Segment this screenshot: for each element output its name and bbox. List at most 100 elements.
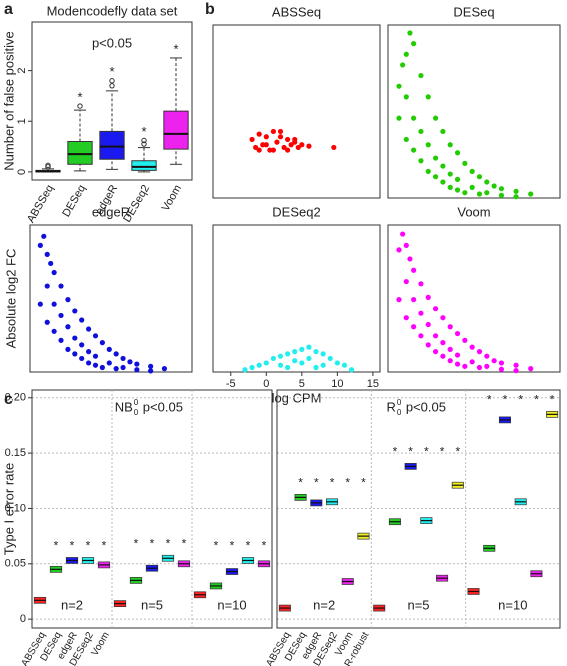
point	[498, 366, 505, 372]
point	[48, 260, 54, 267]
point	[440, 353, 446, 359]
point	[469, 168, 475, 174]
point	[425, 94, 431, 100]
significance-marker: *	[109, 64, 114, 79]
x-tick-label: 0	[263, 378, 269, 390]
point	[440, 179, 446, 185]
point	[476, 174, 483, 180]
point	[270, 355, 277, 362]
point	[411, 147, 417, 153]
point	[469, 359, 475, 365]
point	[462, 160, 468, 166]
group-label: n=5	[141, 597, 163, 612]
chart-title-sup: 0	[397, 398, 402, 407]
significance-marker: *	[54, 539, 59, 553]
y-tick-label: 2	[16, 68, 28, 74]
point	[396, 83, 402, 89]
point	[263, 360, 269, 366]
point	[425, 321, 431, 328]
point	[462, 363, 468, 369]
point	[99, 340, 105, 346]
x-tick-label: 10	[331, 378, 343, 390]
point	[498, 192, 505, 198]
point	[277, 128, 284, 135]
point	[341, 362, 348, 368]
point	[44, 319, 50, 325]
y-tick-label: 0.05	[5, 558, 26, 570]
significance-marker: *	[455, 445, 460, 459]
point	[528, 191, 534, 197]
chart-title: DESeq	[453, 4, 494, 19]
chart-title: Modencodefly data set	[47, 3, 178, 18]
point	[127, 359, 133, 365]
point	[85, 360, 92, 366]
outlier	[141, 137, 147, 144]
point	[134, 367, 140, 373]
outlier	[141, 141, 147, 147]
x-axis-label: log CPM	[272, 390, 322, 405]
point	[491, 358, 497, 364]
point	[267, 147, 273, 153]
point	[440, 340, 446, 346]
point	[306, 143, 312, 149]
point	[92, 333, 99, 339]
outlier	[77, 103, 83, 109]
annotation: p<0.05	[92, 35, 132, 50]
significance-marker: *	[298, 476, 303, 490]
point	[491, 183, 497, 189]
point	[513, 194, 519, 200]
group-label: n=10	[498, 597, 527, 612]
point	[37, 301, 43, 307]
significance-marker: *	[150, 536, 155, 550]
plot-frame	[31, 389, 273, 629]
point	[72, 335, 78, 341]
point	[106, 360, 112, 366]
chart-title-sup: 0	[134, 398, 139, 407]
point	[58, 337, 64, 343]
plot-frame	[212, 24, 381, 199]
point	[411, 297, 417, 303]
point	[249, 364, 255, 371]
point	[513, 368, 519, 374]
point	[462, 337, 468, 343]
point	[65, 346, 71, 352]
point	[447, 324, 453, 330]
x-tick-label: ABSSeq	[25, 183, 56, 225]
point	[418, 128, 424, 135]
y-tick-label: 1	[16, 118, 28, 124]
point	[242, 367, 248, 373]
point	[320, 351, 326, 357]
point	[447, 346, 453, 352]
point	[65, 324, 71, 330]
point	[498, 360, 505, 366]
point	[432, 306, 439, 312]
point	[400, 231, 406, 237]
panel-label: c	[4, 391, 13, 408]
point	[331, 144, 337, 151]
point	[425, 342, 431, 348]
significance-marker: *	[246, 539, 251, 553]
point	[469, 184, 475, 190]
point	[411, 41, 417, 47]
chart-title: edgeR	[92, 204, 130, 219]
point	[270, 147, 277, 153]
point	[295, 144, 301, 151]
point	[285, 351, 291, 357]
point	[106, 346, 112, 352]
group-label: n=2	[61, 597, 83, 612]
significance-marker: *	[518, 393, 523, 407]
point	[440, 128, 446, 135]
box	[131, 160, 157, 171]
box	[99, 130, 125, 160]
point	[484, 179, 490, 185]
point	[447, 184, 453, 190]
point	[425, 142, 431, 148]
point	[440, 315, 446, 321]
significance-marker: *	[408, 445, 413, 459]
point	[249, 136, 255, 143]
point	[277, 362, 284, 368]
point	[51, 269, 57, 276]
point	[396, 247, 402, 253]
point	[403, 94, 409, 100]
